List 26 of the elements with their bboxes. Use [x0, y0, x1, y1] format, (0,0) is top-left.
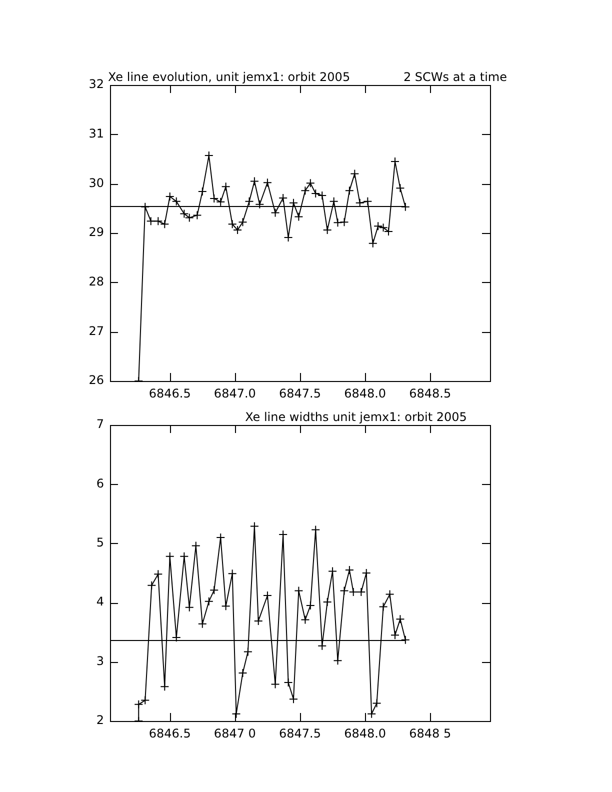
x-tick-label: 6847.5	[279, 386, 321, 400]
x-tick-label: 6847 0	[214, 726, 256, 740]
chart-title: Xe line evolution, unit jemx1: orbit 2005	[108, 70, 350, 84]
y-tick-label: 7	[96, 417, 104, 432]
y-tick-label: 5	[96, 536, 104, 550]
y-tick-label: 30	[88, 176, 104, 190]
x-tick-label: 6847.5	[279, 726, 321, 740]
x-tick-label: 6848.0	[344, 386, 386, 400]
x-tick-label: 6848 5	[409, 726, 452, 740]
y-tick-label: 26	[88, 373, 104, 388]
x-tick-label: 6846.5	[148, 726, 191, 740]
chart-title: Xe line widths unit jemx1: orbit 2005	[245, 410, 467, 424]
chart-subtitle: 2 SCWs at a time	[403, 70, 507, 84]
x-tick-label: 6848.0	[344, 726, 386, 740]
y-tick-label: 29	[88, 225, 104, 240]
y-tick-label: 2	[96, 713, 104, 728]
y-tick-label: 3	[96, 654, 104, 668]
x-tick-label: 6847.0	[214, 386, 256, 400]
y-tick-label: 6	[96, 476, 104, 490]
x-tick-label: 6846.5	[148, 386, 191, 400]
y-tick-label: 27	[88, 324, 104, 338]
y-tick-label: 31	[88, 126, 104, 140]
x-tick-label: 6848.5	[409, 386, 452, 400]
y-tick-label: 32	[88, 77, 104, 92]
y-tick-label: 28	[88, 274, 104, 288]
y-tick-label: 4	[96, 594, 104, 609]
